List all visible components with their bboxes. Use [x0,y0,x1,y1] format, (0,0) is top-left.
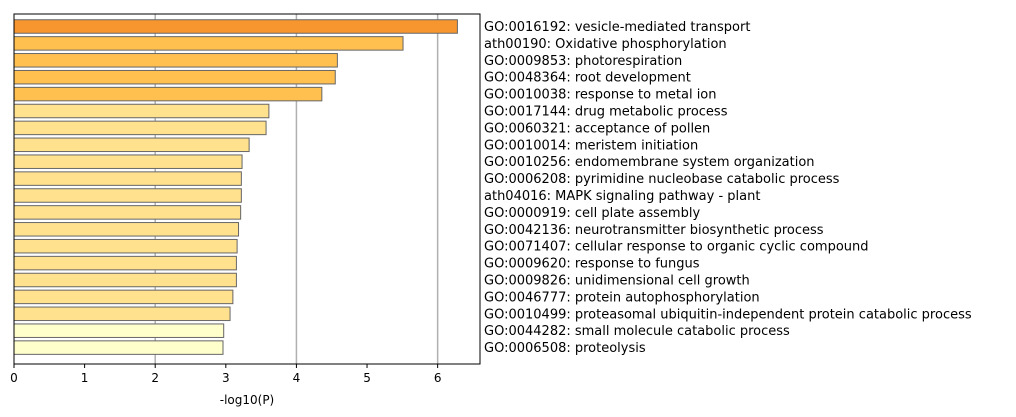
x-tick-label: 6 [434,371,442,385]
category-label: GO:0000919: cell plate assembly [484,206,700,221]
category-label: GO:0060321: acceptance of pollen [484,121,710,136]
category-labels: GO:0016192: vesicle-mediated transport at… [484,20,972,356]
bar [13,188,242,203]
category-label: GO:0006508: proteolysis [484,341,646,356]
bar [13,120,267,136]
category-label: GO:0010499: proteasomal ubiquitin-indepe… [484,307,972,322]
bar [13,222,240,237]
category-label: ath00190: Oxidative phosphorylation [484,37,727,52]
category-label: GO:0048364: root development [484,71,691,86]
bar [13,323,225,338]
category-label: GO:0009853: photorespiration [484,54,682,69]
category-label: GO:0042136: neurotransmitter biosyntheti… [484,223,824,238]
bar [13,289,234,305]
category-label: GO:0009826: unidimensional cell growth [484,274,750,289]
category-label: GO:0010256: endomembrane system organiza… [484,155,815,170]
bars [13,19,458,355]
axes [13,13,481,365]
bar [13,171,242,186]
category-label: GO:0006208: pyrimidine nucleobase catabo… [484,172,840,187]
bar [13,255,237,271]
bar [13,272,237,288]
x-tick-label: 0 [10,371,18,385]
bar [13,205,242,220]
x-axis-ticks: 0 1 2 3 4 5 6 [10,364,441,385]
bar [13,137,250,153]
category-label: GO:0010014: meristem initiation [484,138,698,153]
category-label: GO:0016192: vesicle-mediated transport [484,20,750,35]
bar [13,103,270,119]
x-tick-label: 1 [81,371,89,385]
category-label: ath04016: MAPK signaling pathway - plant [484,189,760,204]
category-label: GO:0017144: drug metabolic process [484,105,728,120]
x-tick-label: 4 [293,371,301,385]
bar [13,238,238,254]
bar [13,154,243,169]
bar [13,53,338,68]
bar [13,340,224,355]
category-label: GO:0010038: response to metal ion [484,88,717,103]
x-axis-title: -log10(P) [220,393,275,407]
bar [13,19,458,34]
category-label: GO:0044282: small molecule catabolic pro… [484,324,790,339]
bar [13,69,336,85]
category-label: GO:0046777: protein autophosphorylation [484,290,760,305]
x-tick-label: 3 [222,371,230,385]
category-label: GO:0009620: response to fungus [484,257,700,272]
x-tick-label: 5 [363,371,371,385]
plot-frame [13,13,481,365]
category-label: GO:0071407: cellular response to organic… [484,240,869,255]
bar [13,86,323,102]
x-tick-label: 2 [151,371,159,385]
bar [13,306,231,322]
bar [13,36,404,51]
